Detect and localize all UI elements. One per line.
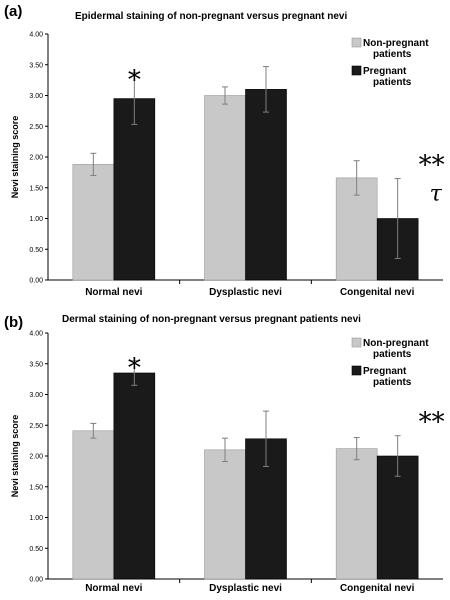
- y-tick-label: 1.50: [29, 185, 43, 192]
- y-tick-label: 3.00: [29, 93, 43, 100]
- y-tick-label: 2.00: [29, 454, 43, 461]
- y-tick-label: 4.00: [29, 331, 43, 338]
- y-tick-label: 2.00: [29, 155, 43, 162]
- bar-non-pregnant: [72, 430, 115, 580]
- y-tick-label: 2.50: [29, 423, 43, 430]
- x-category-label: Normal nevi: [85, 583, 142, 594]
- significance-annotation: *: [128, 354, 141, 384]
- bar-non-pregnant: [335, 448, 378, 580]
- y-tick-label: 3.00: [29, 392, 43, 399]
- legend-label: Pregnant: [363, 66, 407, 77]
- bar-pregnant: [113, 98, 156, 281]
- bar-non-pregnant: [204, 449, 246, 580]
- y-axis-label: Nevi staining score: [10, 116, 20, 199]
- panel-label: (a): [4, 3, 22, 20]
- legend-label: Pregnant: [363, 366, 407, 377]
- panel-label: (b): [4, 314, 23, 331]
- legend-swatch-non-pregnant: [351, 37, 362, 48]
- y-tick-label: 3.50: [29, 361, 43, 368]
- y-tick-label: 3.50: [29, 62, 43, 69]
- y-tick-label: 0.00: [29, 278, 43, 285]
- legend-label: Non-pregnant: [363, 338, 429, 349]
- y-tick-label: 0.50: [29, 247, 43, 254]
- significance-annotation: *: [128, 66, 141, 96]
- legend-label: patients: [373, 349, 412, 360]
- y-tick-label: 2.50: [29, 124, 43, 131]
- y-axis-label: Nevi staining score: [10, 415, 20, 498]
- bar-non-pregnant: [204, 95, 246, 281]
- chart-panel-a: (a) Epidermal staining of non-pregnant ve…: [4, 3, 445, 298]
- chart-title: Epidermal staining of non-pregnant versu…: [75, 11, 347, 22]
- bar-non-pregnant: [72, 164, 115, 281]
- chart-title: Dermal staining of non-pregnant versus p…: [62, 314, 361, 325]
- x-category-label: Dysplastic nevi: [209, 583, 282, 594]
- x-category-label: Dysplastic nevi: [209, 287, 282, 298]
- significance-annotation: **: [419, 408, 445, 438]
- x-category-label: Congenital nevi: [340, 583, 415, 594]
- legend-swatch-pregnant: [351, 65, 362, 76]
- bar-pregnant: [245, 89, 287, 281]
- bar-pregnant: [113, 372, 156, 580]
- y-tick-label: 0.50: [29, 546, 43, 553]
- y-tick-label: 4.00: [29, 32, 43, 39]
- legend-label: patients: [373, 377, 412, 388]
- significance-annotation: **: [419, 151, 445, 181]
- significance-annotation: τ: [430, 182, 443, 207]
- legend-label: patients: [373, 49, 412, 60]
- y-tick-label: 1.50: [29, 484, 43, 491]
- chart-panel-b: (b) Dermal staining of non-pregnant versu…: [4, 314, 445, 594]
- legend-swatch-non-pregnant: [351, 337, 362, 348]
- x-category-label: Congenital nevi: [340, 287, 415, 298]
- y-tick-label: 1.00: [29, 216, 43, 223]
- y-tick-label: 0.00: [29, 577, 43, 584]
- legend-label: patients: [373, 77, 412, 88]
- y-tick-label: 1.00: [29, 515, 43, 522]
- x-category-label: Normal nevi: [85, 287, 142, 298]
- legend-label: Non-pregnant: [363, 38, 429, 49]
- legend-swatch-pregnant: [351, 365, 362, 376]
